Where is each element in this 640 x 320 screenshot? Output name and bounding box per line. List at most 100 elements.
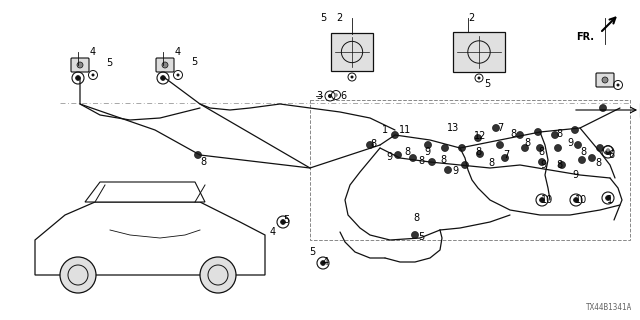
- Text: 2: 2: [468, 13, 474, 23]
- Circle shape: [600, 105, 607, 111]
- Circle shape: [412, 231, 419, 238]
- Text: 8: 8: [580, 147, 586, 157]
- Text: 4: 4: [175, 47, 181, 57]
- Circle shape: [605, 196, 611, 200]
- Text: 5: 5: [418, 232, 424, 242]
- Polygon shape: [35, 202, 265, 275]
- Text: 9: 9: [386, 152, 392, 162]
- Circle shape: [589, 155, 595, 162]
- Text: 9: 9: [540, 160, 546, 170]
- Text: 8: 8: [200, 157, 206, 167]
- FancyBboxPatch shape: [71, 58, 89, 72]
- Text: 8: 8: [418, 156, 424, 166]
- Circle shape: [516, 132, 524, 139]
- Text: 3: 3: [316, 91, 322, 101]
- Polygon shape: [85, 182, 205, 202]
- Circle shape: [442, 145, 449, 151]
- Circle shape: [162, 62, 168, 68]
- Circle shape: [477, 150, 483, 157]
- Circle shape: [552, 132, 559, 139]
- Text: 12: 12: [474, 131, 486, 141]
- Circle shape: [461, 162, 468, 169]
- Text: 8: 8: [510, 129, 516, 139]
- Circle shape: [493, 124, 499, 132]
- FancyBboxPatch shape: [596, 73, 614, 87]
- Text: 4: 4: [90, 47, 96, 57]
- Circle shape: [554, 145, 561, 151]
- Text: 8: 8: [404, 147, 410, 157]
- Circle shape: [60, 257, 96, 293]
- FancyBboxPatch shape: [156, 58, 174, 72]
- Circle shape: [76, 76, 81, 80]
- Text: 4: 4: [270, 227, 276, 237]
- Text: 8: 8: [370, 139, 376, 149]
- Circle shape: [522, 145, 529, 151]
- Text: 9: 9: [424, 147, 430, 157]
- Circle shape: [394, 151, 401, 158]
- Circle shape: [602, 77, 608, 83]
- Circle shape: [579, 156, 586, 164]
- Text: 8: 8: [413, 213, 419, 223]
- Text: 10: 10: [575, 195, 588, 205]
- Text: 8: 8: [488, 158, 494, 168]
- Circle shape: [534, 129, 541, 135]
- Circle shape: [392, 132, 399, 139]
- Circle shape: [429, 158, 435, 165]
- Text: 10: 10: [541, 195, 553, 205]
- Text: 8: 8: [538, 147, 544, 157]
- Circle shape: [575, 141, 582, 148]
- Text: 8: 8: [440, 155, 446, 165]
- Text: 8: 8: [595, 158, 601, 168]
- Circle shape: [445, 166, 451, 173]
- Text: 9: 9: [452, 166, 458, 176]
- Circle shape: [559, 162, 566, 169]
- Circle shape: [367, 141, 374, 148]
- Text: 1: 1: [607, 195, 613, 205]
- Text: FR.: FR.: [576, 32, 594, 42]
- Circle shape: [502, 155, 509, 162]
- Circle shape: [536, 145, 543, 151]
- Text: 4: 4: [323, 257, 329, 267]
- Text: 9: 9: [567, 138, 573, 148]
- Circle shape: [606, 148, 610, 152]
- Text: 7: 7: [503, 150, 509, 160]
- Circle shape: [424, 141, 431, 148]
- Circle shape: [410, 155, 417, 162]
- Circle shape: [92, 74, 95, 76]
- Circle shape: [321, 260, 325, 265]
- Text: 7: 7: [497, 123, 503, 133]
- Text: 8: 8: [475, 147, 481, 157]
- Text: 5: 5: [320, 13, 326, 23]
- Text: 8: 8: [556, 129, 562, 139]
- Circle shape: [477, 76, 481, 79]
- Bar: [310, 100, 630, 240]
- Text: 5: 5: [191, 57, 197, 67]
- Circle shape: [538, 158, 545, 165]
- Bar: [331, 33, 373, 71]
- Circle shape: [540, 197, 545, 203]
- Circle shape: [497, 141, 504, 148]
- Circle shape: [458, 145, 465, 151]
- Text: TX44B1341A: TX44B1341A: [586, 303, 632, 312]
- Circle shape: [177, 74, 179, 76]
- Bar: [453, 32, 505, 72]
- Text: 5: 5: [484, 79, 490, 89]
- Circle shape: [280, 220, 285, 224]
- Circle shape: [351, 76, 353, 78]
- Text: 13: 13: [447, 123, 460, 133]
- Text: 1: 1: [382, 125, 388, 135]
- Text: 9: 9: [572, 170, 578, 180]
- Text: 5: 5: [283, 215, 289, 225]
- Text: 8: 8: [524, 138, 530, 148]
- Circle shape: [572, 126, 579, 133]
- Circle shape: [334, 93, 338, 97]
- Circle shape: [195, 151, 202, 158]
- Circle shape: [605, 149, 611, 155]
- Text: 8: 8: [556, 160, 562, 170]
- Circle shape: [200, 257, 236, 293]
- Circle shape: [616, 84, 620, 86]
- Text: 11: 11: [399, 125, 412, 135]
- Text: 5: 5: [309, 247, 316, 257]
- Circle shape: [474, 134, 481, 141]
- Circle shape: [77, 62, 83, 68]
